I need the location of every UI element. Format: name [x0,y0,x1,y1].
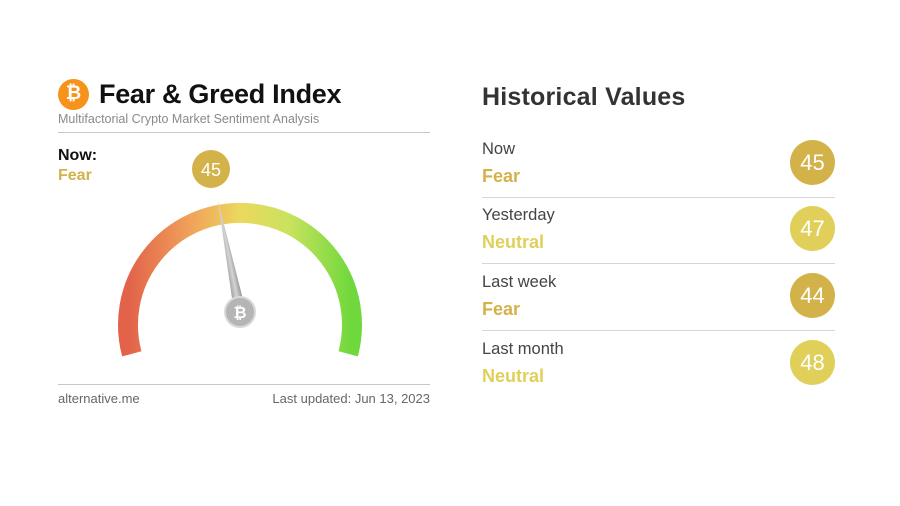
history-classification: Fear [482,299,521,319]
needle-hub-bitcoin-icon: ₿ [233,303,246,322]
needle-hub [224,296,256,328]
history-value-badge: 45 [790,140,835,185]
history-label: Last month [482,340,564,358]
divider [482,263,835,264]
gauge-needle [217,200,246,314]
historical-values-panel: Historical Values Now Fear 45 Yesterday … [482,80,835,400]
gauge-value: 45 [201,160,221,180]
fear-greed-panel: ₿ Fear & Greed Index Multifactorial Cryp… [58,72,430,412]
history-row-now: Now Fear 45 [482,132,835,198]
bitcoin-icon: ₿ [58,78,89,110]
history-value-badge: 44 [790,273,835,318]
title-row: ₿ Fear & Greed Index [58,76,342,112]
history-label: Yesterday [482,206,555,224]
history-classification: Neutral [482,232,545,252]
now-label: Now: [58,147,98,164]
last-updated: Last updated: Jun 13, 2023 [272,391,430,406]
page-title: Fear & Greed Index [99,78,342,109]
history-value-badge: 47 [790,206,835,251]
divider [482,197,835,198]
now-classification: Fear [58,167,92,184]
gauge-arc [118,202,362,357]
history-row-last-month: Last month Neutral 48 [482,332,835,398]
historical-title: Historical Values [482,83,686,111]
source-link[interactable]: alternative.me [58,391,140,406]
history-row-last-week: Last week Fear 44 [482,265,835,331]
history-label: Now [482,140,516,158]
divider [58,132,430,133]
gauge: ₿ 45 [118,150,362,357]
history-classification: Fear [482,166,521,186]
history-value-badge: 48 [790,340,835,385]
history-label: Last week [482,273,557,291]
history-row-yesterday: Yesterday Neutral 47 [482,198,835,264]
divider [482,330,835,331]
history-classification: Neutral [482,366,545,386]
subtitle: Multifactorial Crypto Market Sentiment A… [58,112,320,126]
gauge-value-badge [192,150,230,188]
divider [58,384,430,385]
